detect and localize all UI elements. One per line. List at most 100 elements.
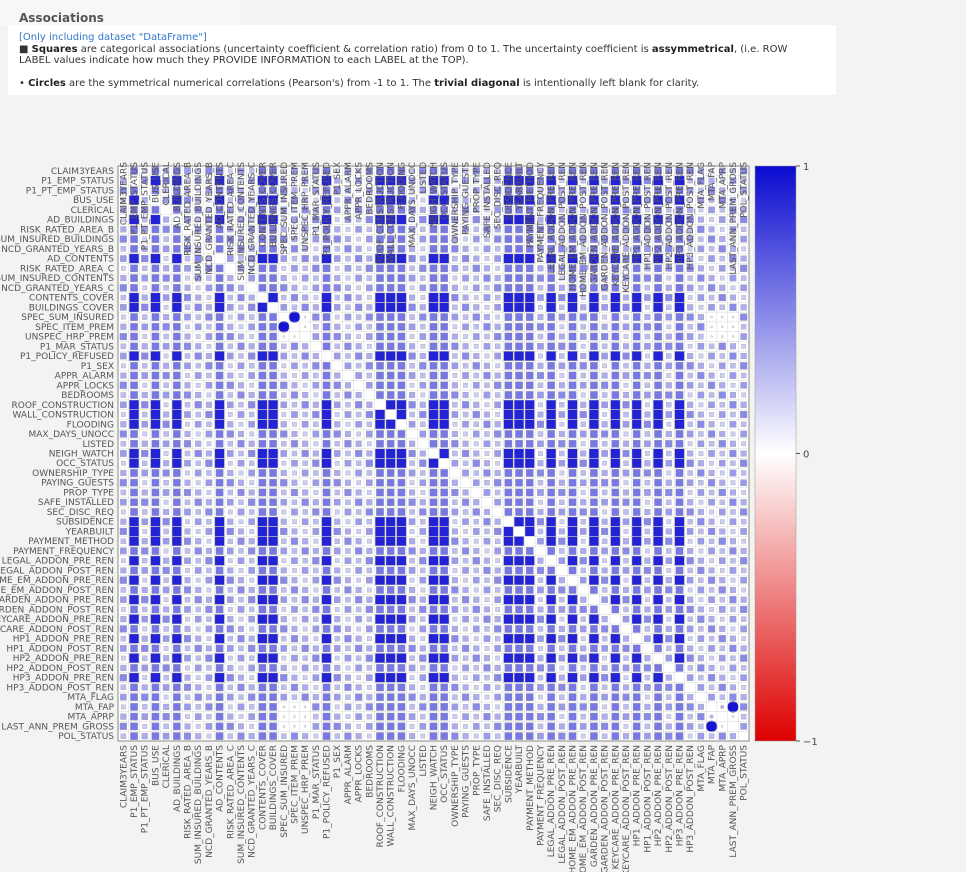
heatmap-cell [440, 478, 448, 487]
heatmap-cell [568, 469, 577, 477]
heatmap-circle [293, 715, 296, 718]
heatmap-cell [601, 177, 608, 184]
heatmap-cell [515, 625, 523, 633]
heatmap-cell [386, 478, 395, 487]
heatmap-cell [420, 343, 426, 349]
heatmap-cell [366, 538, 372, 544]
heatmap-cell [386, 313, 395, 321]
heatmap-cell [698, 646, 704, 651]
heatmap-cell [205, 479, 213, 487]
heatmap-cell [687, 275, 693, 281]
heatmap-cell [409, 538, 416, 545]
heatmap-cell [632, 225, 641, 234]
heatmap-cell [150, 292, 161, 303]
heatmap-cell [194, 372, 202, 379]
heatmap-cell [151, 225, 160, 234]
heatmap-cell [547, 644, 555, 653]
heatmap-cell [559, 548, 565, 554]
heatmap-cell [195, 606, 201, 613]
row-tick-label: HOME_EM_ADDON_PRE_REN [0, 576, 114, 586]
heatmap-cell [483, 371, 491, 380]
heatmap-cell [741, 343, 747, 349]
heatmap-cell [439, 555, 450, 566]
heatmap-cell [344, 537, 352, 545]
heatmap-cell [643, 664, 651, 672]
heatmap-cell [120, 460, 126, 466]
heatmap-cell [151, 693, 160, 701]
heatmap-cell [697, 440, 705, 448]
heatmap-cell [547, 566, 555, 575]
heatmap-cell [226, 625, 234, 633]
heatmap-cell [483, 460, 490, 467]
heatmap-cell [440, 361, 448, 370]
heatmap-cell [623, 606, 629, 613]
heatmap-cell [675, 381, 684, 390]
heatmap-cell [687, 401, 694, 408]
heatmap-cell [290, 635, 299, 643]
heatmap-cell [365, 167, 373, 175]
heatmap-cell [280, 304, 288, 311]
heatmap-cell [366, 733, 372, 739]
heatmap-cell [120, 635, 127, 642]
bottom-tick-label: BUILDINGS_COVER [269, 745, 279, 830]
heatmap-cell [514, 594, 524, 605]
heatmap-cell [524, 653, 535, 663]
heatmap-cell [515, 732, 523, 740]
heatmap-cell [654, 498, 662, 507]
heatmap-cell [386, 508, 395, 516]
heatmap-cell [195, 334, 201, 339]
heatmap-cell [610, 175, 621, 186]
heatmap-cell [537, 196, 544, 204]
heatmap-cell [686, 187, 694, 194]
heatmap-cell [675, 439, 684, 448]
heatmap-cell [740, 713, 747, 720]
heatmap-cell [536, 323, 545, 331]
heatmap-cell [355, 655, 362, 661]
circles-text: are the symmetrical numerical correlatio… [65, 78, 435, 89]
bottom-tick-label: FLOODING [397, 745, 407, 792]
heatmap-cell [666, 275, 672, 281]
heatmap-cell [268, 419, 278, 430]
heatmap-cell [205, 703, 213, 711]
heatmap-cell [462, 693, 470, 701]
heatmap-cell [322, 508, 331, 516]
heatmap-cell [580, 421, 586, 427]
heatmap-cell [162, 635, 170, 642]
top-tick-label: GARDEN_ADDON_POST_REN [601, 162, 611, 290]
heatmap-cell [729, 392, 736, 399]
heatmap-cell [409, 294, 416, 301]
heatmap-cell [568, 206, 577, 214]
heatmap-cell [172, 575, 182, 586]
heatmap-cell [130, 284, 138, 292]
heatmap-cell [130, 693, 138, 701]
heatmap-cell [451, 245, 459, 253]
heatmap-cell [163, 460, 170, 467]
heatmap-cell [345, 665, 351, 671]
heatmap-cell [644, 586, 651, 594]
heatmap-cell [622, 401, 630, 409]
heatmap-cell [214, 672, 225, 683]
heatmap-cell [462, 411, 469, 418]
heatmap-cell [622, 392, 630, 399]
heatmap-cell [537, 684, 544, 691]
heatmap-cell [503, 351, 514, 361]
heatmap-cell [376, 644, 384, 653]
heatmap-cell [708, 664, 715, 671]
heatmap-cell [568, 167, 577, 175]
heatmap-cell [525, 712, 534, 721]
heatmap-cell [172, 653, 182, 663]
top-tick-label: HP2_ADDON_PRE_REN [654, 162, 664, 263]
heatmap-cell [718, 167, 726, 175]
heatmap-cell [375, 575, 385, 586]
heatmap-cell [708, 381, 716, 389]
heatmap-cell [269, 361, 277, 370]
heatmap-cell [365, 654, 373, 662]
heatmap-cell [697, 469, 705, 477]
heatmap-cell [344, 557, 352, 565]
heatmap-cell [194, 498, 202, 506]
heatmap-cell [334, 441, 340, 447]
heatmap-cell [151, 332, 160, 341]
heatmap-cell [632, 644, 641, 653]
heatmap-cell [666, 548, 672, 554]
heatmap-cell [515, 284, 523, 292]
